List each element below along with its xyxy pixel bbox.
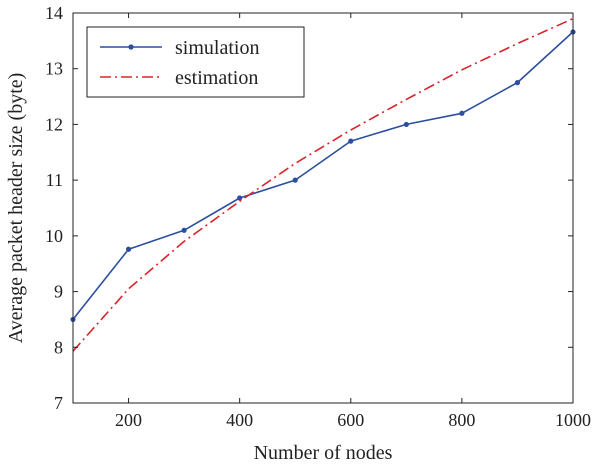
y-tick-label: 8 (54, 337, 63, 357)
y-tick-label: 9 (54, 282, 63, 302)
legend-label-estimation: estimation (175, 67, 258, 89)
data-point-simulation (348, 138, 354, 144)
x-tick-label: 600 (337, 410, 364, 430)
plot-area (70, 17, 576, 352)
y-tick-label: 12 (45, 114, 63, 134)
x-tick-label: 400 (226, 410, 253, 430)
series-line-estimation (72, 17, 574, 352)
legend-label-simulation: simulation (175, 37, 259, 59)
x-tick-label: 1000 (555, 410, 591, 430)
data-point-simulation (459, 110, 465, 116)
y-axis-label: Average packet header size (byte) (5, 73, 27, 344)
y-tick-label: 14 (45, 3, 63, 23)
legend-marker-simulation (128, 44, 134, 50)
axes-frame (72, 12, 574, 404)
data-point-simulation (125, 246, 132, 252)
series-line-simulation (72, 31, 574, 320)
data-point-simulation (237, 195, 243, 201)
y-tick-label: 10 (45, 226, 63, 246)
data-point-simulation (403, 121, 409, 128)
data-point-simulation (181, 227, 187, 233)
y-tick-label: 11 (46, 170, 63, 190)
x-axis-label: Number of nodes (254, 442, 393, 464)
legend-box (86, 26, 305, 98)
data-point-simulation (514, 80, 521, 86)
x-tick-label: 200 (115, 410, 142, 430)
axes: 200 400 600 800 1000 7 8 9 10 11 12 13 14 (45, 3, 591, 430)
x-tick-label: 800 (448, 410, 475, 430)
y-tick-label: 7 (54, 393, 63, 413)
y-tick-label: 13 (45, 59, 63, 79)
legend: simulation estimation (86, 26, 305, 98)
data-point-simulation (292, 177, 298, 183)
